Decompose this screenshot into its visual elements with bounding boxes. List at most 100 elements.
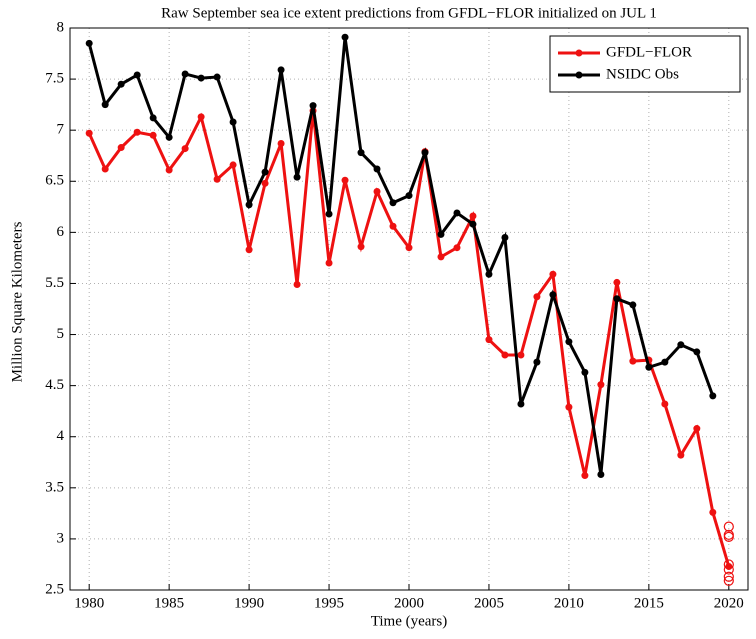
- data-point: [261, 168, 269, 176]
- y-tick-label: 4: [57, 428, 65, 444]
- data-point: [357, 149, 365, 157]
- ensemble-member: [723, 575, 734, 586]
- data-point: [565, 403, 573, 411]
- ensemble-member: [723, 559, 734, 570]
- x-tick-label: 1985: [154, 595, 184, 611]
- data-point: [661, 400, 669, 408]
- data-point: [341, 176, 349, 184]
- data-point: [437, 230, 445, 238]
- data-point: [341, 33, 349, 41]
- data-point: [325, 210, 333, 218]
- data-point: [421, 149, 429, 157]
- y-axis-label: Million Square Kilometers: [9, 221, 25, 382]
- data-point: [261, 179, 269, 187]
- data-point: [117, 80, 125, 88]
- data-point: [245, 246, 253, 254]
- data-point: [693, 425, 701, 433]
- data-point: [469, 220, 477, 228]
- data-point: [613, 278, 621, 286]
- data-point: [325, 259, 333, 267]
- x-tick-label: 1980: [74, 595, 104, 611]
- data-point: [501, 233, 509, 241]
- x-tick-label: 2010: [554, 595, 584, 611]
- legend-marker: [575, 49, 583, 57]
- y-tick-label: 2.5: [45, 581, 64, 597]
- data-point: [117, 144, 125, 152]
- data-point: [165, 166, 173, 174]
- data-point: [485, 336, 493, 344]
- data-point: [229, 161, 237, 169]
- data-point: [405, 244, 413, 252]
- data-point: [677, 451, 685, 459]
- data-point: [581, 368, 589, 376]
- data-point: [373, 187, 381, 195]
- data-point: [629, 301, 637, 309]
- data-point: [533, 293, 541, 301]
- data-point: [213, 73, 221, 81]
- y-tick-label: 5.5: [45, 275, 64, 291]
- x-axis-label: Time (years): [371, 613, 448, 629]
- ensemble-member: [723, 564, 734, 575]
- data-point: [85, 129, 93, 137]
- data-point: [101, 101, 109, 109]
- y-tick-label: 7.5: [45, 71, 64, 87]
- data-point: [677, 341, 685, 349]
- data-point: [581, 472, 589, 480]
- legend-box: [549, 35, 741, 93]
- data-point: [197, 74, 205, 82]
- x-tick-label: 1995: [314, 595, 344, 611]
- data-point: [373, 165, 381, 173]
- data-point: [197, 113, 205, 121]
- data-point: [661, 358, 669, 366]
- data-point: [437, 253, 445, 261]
- data-point: [389, 222, 397, 230]
- ensemble-member: [723, 521, 734, 532]
- data-point: [453, 244, 461, 252]
- data-point: [597, 381, 605, 389]
- data-point: [709, 508, 717, 516]
- x-tick-label: 2020: [714, 595, 744, 611]
- y-tick-label: 3.5: [45, 479, 64, 495]
- data-point: [149, 131, 157, 139]
- legend-label: GFDL−FLOR: [606, 44, 692, 60]
- data-point: [517, 351, 525, 359]
- series-line: [87, 110, 731, 567]
- data-point: [309, 102, 317, 110]
- plot-frame: [69, 27, 749, 591]
- x-tick-label: 2005: [474, 595, 504, 611]
- ensemble-member: [723, 571, 734, 582]
- data-point: [101, 165, 109, 173]
- legend-marker: [575, 71, 583, 79]
- data-point: [693, 348, 701, 356]
- data-point: [485, 270, 493, 278]
- y-tick-label: 7: [57, 122, 65, 138]
- data-point: [405, 192, 413, 200]
- data-point: [277, 66, 285, 74]
- data-point: [501, 351, 509, 359]
- data-point: [453, 209, 461, 217]
- data-point: [565, 338, 573, 346]
- data-point: [181, 70, 189, 78]
- data-point: [149, 114, 157, 122]
- data-point: [85, 39, 93, 47]
- data-point: [629, 357, 637, 365]
- data-point: [245, 201, 253, 209]
- data-point: [549, 270, 557, 278]
- y-tick-label: 6.5: [45, 173, 64, 189]
- data-point: [277, 139, 285, 147]
- data-point: [549, 291, 557, 299]
- data-point: [181, 145, 189, 153]
- data-point: [597, 471, 605, 479]
- legend: GFDL−FLOR NSIDC Obs: [549, 35, 741, 93]
- data-point: [645, 363, 653, 371]
- data-point: [293, 173, 301, 181]
- data-point: [357, 243, 365, 251]
- y-tick-label: 8: [57, 19, 65, 35]
- data-point: [389, 199, 397, 207]
- data-point: [533, 358, 541, 366]
- y-tick-label: 5: [57, 326, 65, 342]
- data-point: [213, 175, 221, 183]
- chart-title: Raw September sea ice extent predictions…: [161, 5, 657, 21]
- series-line: [87, 36, 715, 475]
